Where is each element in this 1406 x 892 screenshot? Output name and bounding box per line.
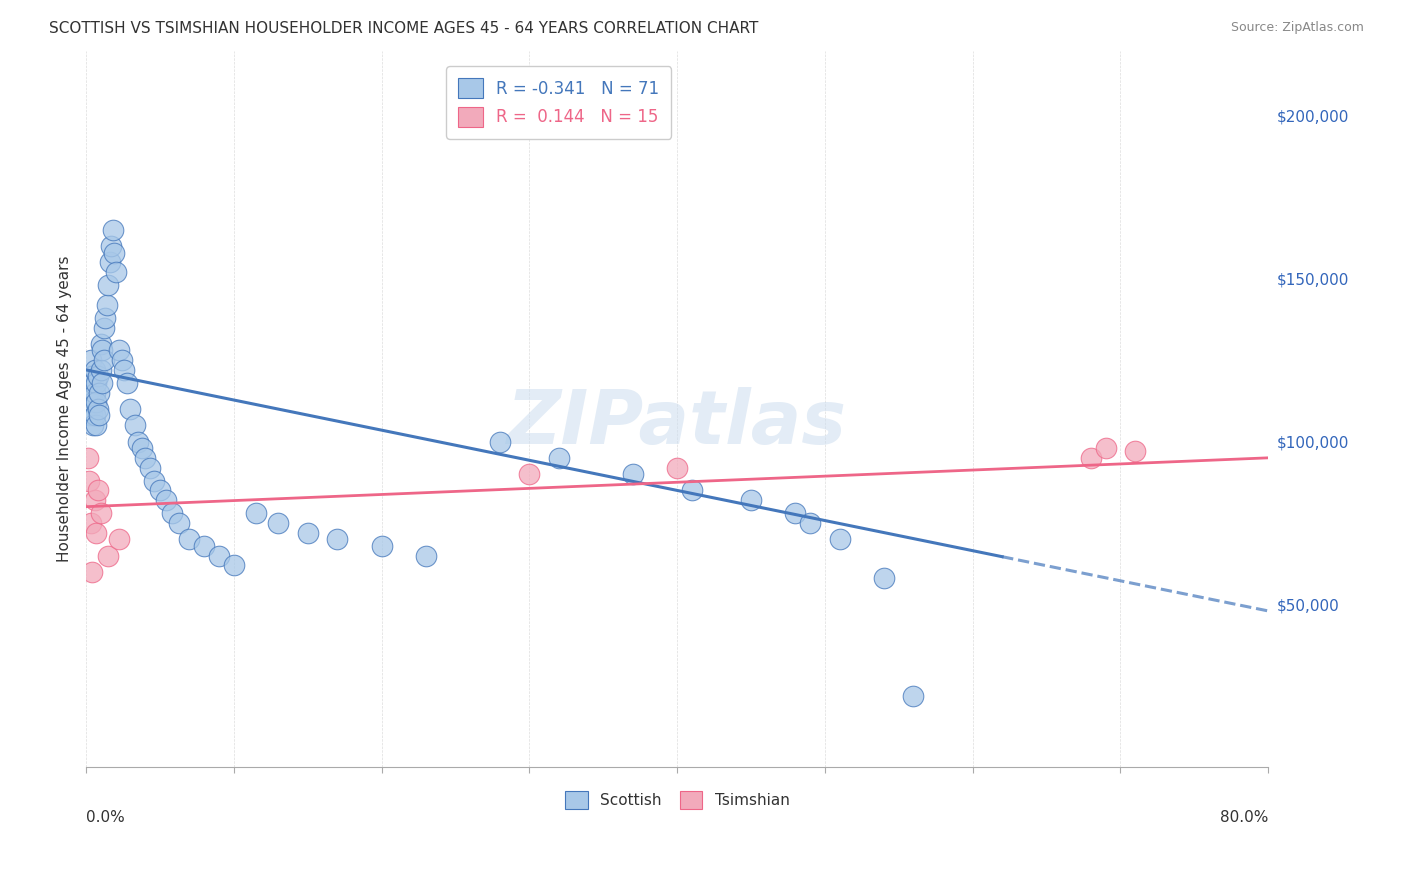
Point xyxy=(1080,450,1102,465)
Point xyxy=(80,392,103,407)
Point xyxy=(80,409,103,423)
Point xyxy=(131,441,153,455)
Point xyxy=(193,539,215,553)
Point xyxy=(114,363,136,377)
Point xyxy=(96,298,118,312)
Point xyxy=(326,533,349,547)
Legend: Scottish, Tsimshian: Scottish, Tsimshian xyxy=(557,783,797,817)
Point xyxy=(97,278,120,293)
Point xyxy=(77,474,100,488)
Point xyxy=(488,434,510,449)
Point xyxy=(740,493,762,508)
Point xyxy=(143,474,166,488)
Point xyxy=(127,434,149,449)
Point xyxy=(107,533,129,547)
Point xyxy=(90,336,112,351)
Point xyxy=(90,506,112,520)
Point xyxy=(89,385,111,400)
Text: Source: ZipAtlas.com: Source: ZipAtlas.com xyxy=(1230,21,1364,34)
Point xyxy=(548,450,571,465)
Point xyxy=(107,343,129,358)
Point xyxy=(138,460,160,475)
Point xyxy=(91,343,114,358)
Point xyxy=(84,363,107,377)
Text: ZIPatlas: ZIPatlas xyxy=(508,387,846,459)
Point xyxy=(77,409,100,423)
Point xyxy=(1094,441,1116,455)
Point xyxy=(160,506,183,520)
Point xyxy=(799,516,821,530)
Point xyxy=(98,255,121,269)
Point xyxy=(84,493,107,508)
Point xyxy=(86,418,108,433)
Point xyxy=(124,418,146,433)
Point xyxy=(297,525,319,540)
Point xyxy=(91,376,114,390)
Point xyxy=(101,223,124,237)
Point xyxy=(82,418,104,433)
Point xyxy=(94,310,117,325)
Point xyxy=(80,369,103,384)
Point xyxy=(97,549,120,563)
Point xyxy=(93,353,115,368)
Point xyxy=(77,369,100,384)
Point xyxy=(87,369,110,384)
Point xyxy=(208,549,231,563)
Point xyxy=(179,533,201,547)
Text: 0.0%: 0.0% xyxy=(86,810,125,825)
Point xyxy=(828,533,851,547)
Point xyxy=(681,483,703,498)
Point xyxy=(110,353,132,368)
Point xyxy=(785,506,807,520)
Point xyxy=(84,385,107,400)
Point xyxy=(79,401,101,416)
Point xyxy=(93,320,115,334)
Point xyxy=(167,516,190,530)
Point xyxy=(117,376,139,390)
Point xyxy=(84,409,107,423)
Point xyxy=(155,493,177,508)
Point xyxy=(370,539,392,553)
Point xyxy=(267,516,290,530)
Y-axis label: Householder Income Ages 45 - 64 years: Householder Income Ages 45 - 64 years xyxy=(58,256,72,562)
Point xyxy=(873,571,896,585)
Point xyxy=(621,467,644,482)
Point xyxy=(149,483,172,498)
Point xyxy=(79,385,101,400)
Point xyxy=(82,395,104,409)
Point xyxy=(79,353,101,368)
Point xyxy=(79,516,101,530)
Point xyxy=(415,549,437,563)
Point xyxy=(86,395,108,409)
Point xyxy=(76,450,98,465)
Point xyxy=(82,376,104,390)
Text: SCOTTISH VS TSIMSHIAN HOUSEHOLDER INCOME AGES 45 - 64 YEARS CORRELATION CHART: SCOTTISH VS TSIMSHIAN HOUSEHOLDER INCOME… xyxy=(49,21,759,36)
Point xyxy=(76,385,98,400)
Point xyxy=(903,689,925,703)
Point xyxy=(517,467,540,482)
Point xyxy=(1123,444,1146,458)
Point xyxy=(104,265,127,279)
Point xyxy=(86,525,108,540)
Point xyxy=(87,401,110,416)
Point xyxy=(134,450,156,465)
Point xyxy=(89,409,111,423)
Point xyxy=(86,376,108,390)
Point xyxy=(80,565,103,579)
Point xyxy=(100,239,122,253)
Point xyxy=(90,363,112,377)
Point xyxy=(666,460,689,475)
Point xyxy=(222,558,245,573)
Point xyxy=(120,401,142,416)
Point xyxy=(245,506,267,520)
Point xyxy=(87,483,110,498)
Point xyxy=(103,245,125,260)
Text: 80.0%: 80.0% xyxy=(1220,810,1268,825)
